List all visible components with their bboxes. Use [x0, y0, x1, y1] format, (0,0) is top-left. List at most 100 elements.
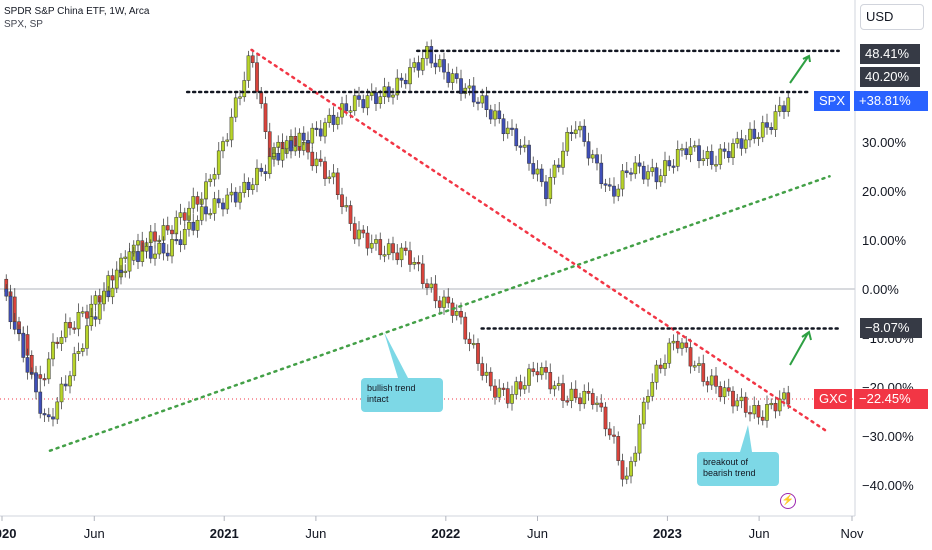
- candle-body: [361, 99, 366, 109]
- candle-body: [607, 184, 612, 187]
- candles-layer: [4, 39, 791, 487]
- candle-body: [425, 46, 429, 59]
- bullish-trend-callout[interactable]: bullish trend intact: [361, 378, 443, 412]
- candle-body: [573, 388, 578, 399]
- candle-body: [501, 387, 506, 390]
- candle-body: [140, 250, 145, 262]
- candle-body: [476, 101, 480, 104]
- time-axis: 2020 Jun 2021 Jun 2022 Jun 2023 Jun Nov: [0, 516, 864, 541]
- candle-body: [42, 413, 47, 416]
- candle-body: [752, 405, 757, 415]
- candle-body: [556, 164, 561, 168]
- candle-body: [114, 269, 119, 289]
- candle-body: [369, 91, 374, 96]
- gxc-symbol-tag[interactable]: GXC: [814, 389, 853, 409]
- candle-body: [433, 283, 438, 302]
- candle-body: [663, 160, 667, 176]
- candle-body: [46, 358, 51, 380]
- candle-body: [310, 151, 315, 167]
- candle-body: [165, 225, 170, 231]
- candle-body: [348, 110, 353, 113]
- candle-body: [25, 357, 30, 373]
- candle-body: [709, 151, 714, 165]
- candle-body: [229, 116, 234, 141]
- candle-body: [242, 80, 247, 98]
- candle-body: [233, 97, 238, 118]
- candle-body: [650, 381, 655, 397]
- candle-body: [136, 240, 140, 246]
- candle-body: [331, 114, 336, 125]
- candle-body: [726, 151, 731, 158]
- candle-body: [357, 229, 361, 240]
- candle-body: [476, 343, 480, 364]
- candle-body: [692, 145, 697, 148]
- gxc-projection-arrow: [789, 330, 812, 366]
- candle-body: [714, 164, 718, 167]
- candle-body: [603, 183, 608, 186]
- candle-body: [323, 161, 327, 179]
- candle-body: [552, 385, 557, 390]
- candle-body: [416, 62, 421, 71]
- candle-body: [195, 219, 200, 231]
- candle-body: [603, 406, 608, 430]
- candle-body: [544, 367, 548, 373]
- candle-body: [522, 144, 527, 148]
- candle-body: [297, 132, 302, 147]
- candle-body: [250, 55, 255, 63]
- candle-body: [242, 181, 247, 193]
- candle-body: [552, 164, 557, 178]
- candle-body: [701, 363, 706, 382]
- candle-body: [225, 139, 230, 142]
- x-tick-label: Jun: [527, 526, 548, 541]
- candle-body: [446, 71, 451, 83]
- candle-body: [688, 146, 693, 155]
- candle-body: [646, 396, 650, 403]
- candle-body: [306, 140, 310, 144]
- candle-body: [437, 59, 442, 68]
- candle-body: [119, 269, 123, 273]
- candle-body: [786, 97, 791, 112]
- candle-body: [102, 290, 106, 305]
- trend-line[interactable]: [250, 48, 828, 433]
- candle-body: [68, 375, 72, 387]
- candle-body: [535, 371, 540, 376]
- candle-body: [726, 387, 731, 392]
- breakout-callout[interactable]: breakout of bearish trend: [697, 452, 779, 486]
- candle-body: [51, 416, 55, 420]
- candle-body: [399, 77, 404, 81]
- candle-body: [412, 62, 417, 68]
- candle-body: [386, 243, 391, 255]
- candle-body: [55, 341, 60, 344]
- candle-body: [80, 311, 85, 314]
- spx-projection-arrow: [789, 54, 811, 84]
- candle-body: [76, 351, 81, 354]
- candle-body: [110, 275, 115, 281]
- y-tick-label: −40.00%: [862, 478, 914, 493]
- candle-body: [548, 372, 553, 390]
- lightning-icon[interactable]: ⚡: [780, 493, 796, 509]
- candle-body: [327, 114, 332, 124]
- candle-body: [178, 212, 183, 218]
- candle-body: [637, 423, 642, 454]
- candle-body: [531, 368, 536, 372]
- trend-line[interactable]: [48, 175, 831, 452]
- candle-body: [527, 144, 531, 164]
- candle-body: [55, 401, 60, 420]
- candle-body: [582, 390, 587, 405]
- currency-selector[interactable]: USD: [860, 4, 924, 30]
- spx-symbol-tag[interactable]: SPX: [814, 91, 851, 111]
- candle-body: [391, 94, 395, 98]
- candle-body: [539, 168, 544, 183]
- x-tick-label: 2022: [431, 526, 460, 541]
- candle-body: [38, 391, 43, 414]
- candle-body: [93, 295, 98, 305]
- candle-body: [565, 131, 570, 152]
- candle-body: [493, 385, 497, 398]
- candle-body: [459, 78, 463, 94]
- candle-body: [157, 242, 162, 255]
- candle-body: [718, 148, 723, 165]
- candle-body: [361, 229, 366, 234]
- candle-body: [12, 321, 17, 330]
- candle-body: [63, 383, 68, 387]
